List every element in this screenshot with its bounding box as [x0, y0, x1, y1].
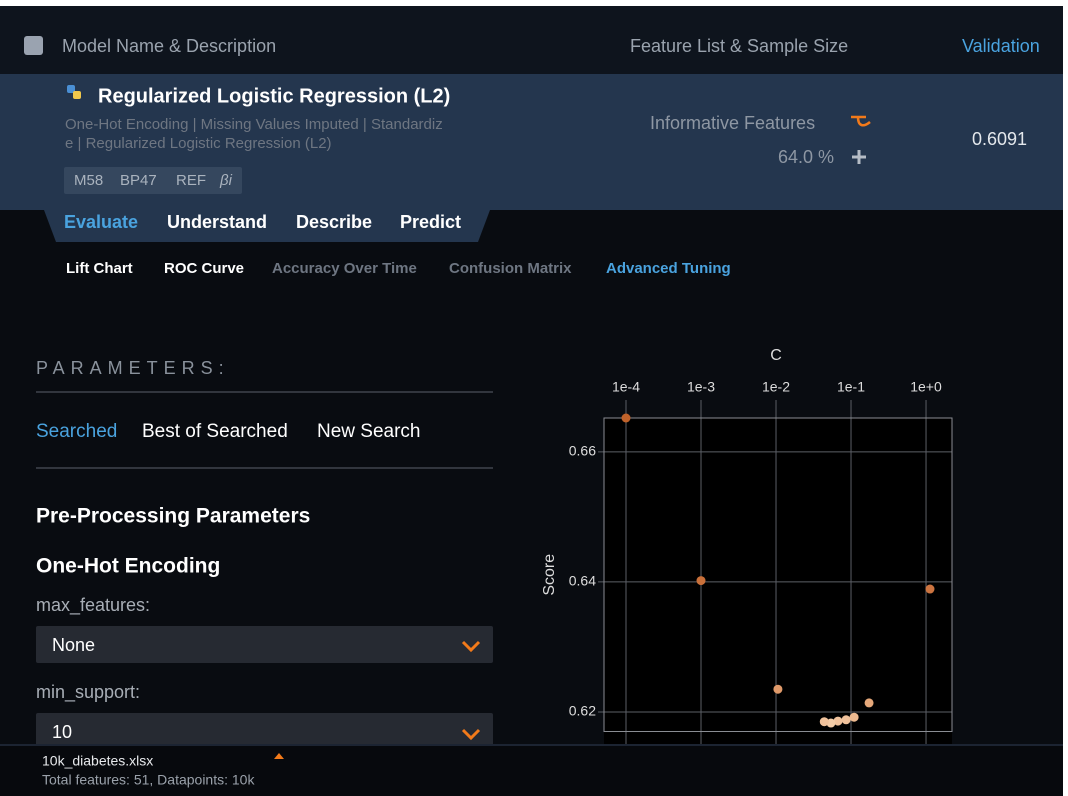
tag-box [64, 167, 242, 194]
header-bar [0, 6, 1063, 74]
y-axis-label: Score [541, 554, 558, 596]
y-tick-label: 0.62 [569, 703, 596, 719]
subtab[interactable]: Lift Chart [66, 260, 133, 277]
x-tick-label: 1e-4 [612, 379, 640, 395]
x-tick-label: 1e-1 [837, 379, 865, 395]
data-point [826, 718, 836, 728]
search-tab[interactable]: New Search [317, 421, 421, 442]
dropdown-value: None [52, 635, 95, 655]
dropdown[interactable] [36, 713, 493, 750]
tab[interactable]: Describe [296, 212, 372, 232]
model-description: One-Hot Encoding | Missing Values Impute… [65, 116, 443, 133]
x-tick-label: 1e-2 [762, 379, 790, 395]
footer-toggle[interactable] [274, 753, 284, 759]
add-icon[interactable] [852, 150, 866, 164]
subtab[interactable]: Confusion Matrix [449, 260, 572, 277]
feature-list: Informative Features [650, 113, 815, 133]
x-axis-label: C [770, 347, 782, 364]
model-title: Regularized Logistic Regression (L2) [98, 85, 450, 107]
dropdown-chevron [461, 640, 481, 653]
data-point [696, 576, 706, 586]
plot-frame [603, 417, 953, 732]
dropdown-value: 10 [52, 722, 72, 742]
tag: BP47 [120, 172, 157, 189]
search-tab[interactable]: Best of Searched [142, 421, 288, 442]
x-tick-label: 1e-3 [687, 379, 715, 395]
tag: REF [176, 172, 206, 189]
field-label: min_support: [36, 682, 140, 703]
validation-score: 0.6091 [972, 129, 1027, 149]
chart: 0.62 0.64 0.66 1e-4 1e-3 1e-2 1e-1 1e+0 C Score [541, 347, 953, 745]
subtab[interactable]: Advanced Tuning [606, 260, 731, 277]
column-header: Model Name & Description [62, 36, 276, 56]
data-point [864, 698, 874, 708]
python-icon [73, 91, 81, 99]
python-icon [67, 85, 75, 93]
subtab[interactable]: ROC Curve [164, 260, 244, 277]
subtab[interactable]: Accuracy Over Time [272, 260, 417, 277]
y-tick-label: 0.64 [569, 573, 596, 589]
y-tick-label: 0.66 [569, 443, 596, 459]
data-point [833, 716, 843, 726]
tab-strip [44, 210, 490, 242]
data-point [841, 715, 851, 725]
footer-info: Total features: 51, Datapoints: 10k [42, 772, 255, 788]
column-header: Feature List & Sample Size [630, 36, 848, 56]
section-title: Pre-Processing Parameters [36, 505, 310, 528]
field-label: max_features: [36, 595, 150, 616]
tag: βi [219, 172, 233, 189]
dropdown[interactable] [36, 626, 493, 663]
footer-bar [0, 745, 1063, 796]
dropdown-chevron [461, 728, 481, 741]
plot-area [598, 400, 953, 745]
group-title: One-Hot Encoding [36, 555, 220, 578]
data-point [621, 413, 631, 423]
data-point [849, 712, 859, 722]
data-point [925, 584, 935, 594]
search-tab[interactable]: Searched [36, 421, 117, 442]
tab[interactable]: Evaluate [64, 212, 138, 232]
feature-icon[interactable] [851, 115, 871, 127]
data-point [773, 684, 783, 694]
tab[interactable]: Predict [400, 212, 461, 232]
sample-size: 64.0 % [778, 147, 834, 167]
data-point [819, 717, 829, 727]
select-all-checkbox[interactable] [24, 36, 43, 55]
tab[interactable]: Understand [167, 212, 267, 232]
model-description: e | Regularized Logistic Regression (L2) [65, 135, 332, 152]
x-tick-label: 1e+0 [910, 379, 942, 395]
parameters-heading: PARAMETERS: [36, 358, 230, 378]
footer-file: 10k_diabetes.xlsx [42, 753, 153, 769]
tag: M58 [74, 172, 103, 189]
column-header[interactable]: Validation [962, 36, 1040, 56]
